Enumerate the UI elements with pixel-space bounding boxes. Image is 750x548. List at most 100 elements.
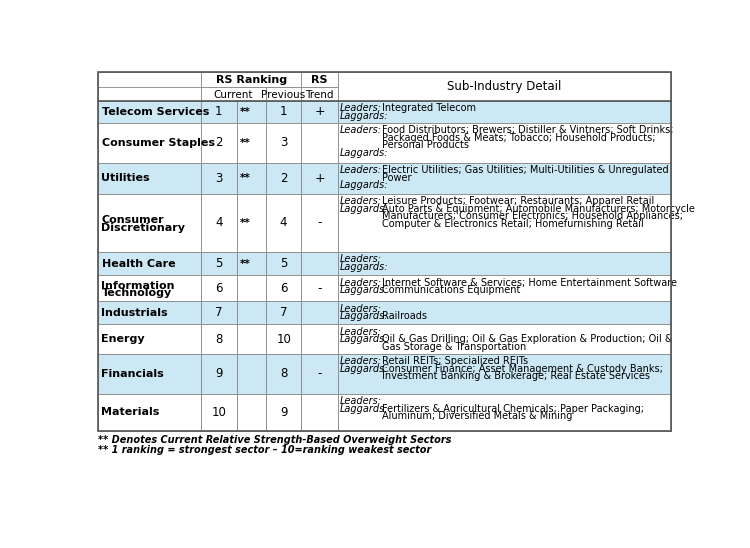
Text: -: -: [317, 216, 322, 230]
Bar: [237, 101, 266, 123]
Text: Aluminum; Diversified Metals & Mining: Aluminum; Diversified Metals & Mining: [382, 412, 572, 421]
Text: Trend: Trend: [305, 90, 334, 100]
Text: Leaders:: Leaders:: [340, 104, 382, 113]
Bar: [266, 87, 302, 101]
Text: Industrials: Industrials: [101, 308, 168, 318]
Text: +: +: [314, 105, 325, 118]
Text: Current: Current: [214, 90, 253, 100]
Text: 5: 5: [280, 257, 287, 270]
Text: Laggards:: Laggards:: [340, 180, 388, 191]
Text: Leisure Products; Footwear; Restaurants; Apparel Retail: Leisure Products; Footwear; Restaurants;…: [382, 196, 654, 206]
Bar: [302, 354, 338, 394]
Text: Electric Utilities; Gas Utilities; Multi-Utilities & Unregulated: Electric Utilities; Gas Utilities; Multi…: [382, 165, 669, 175]
Bar: [98, 72, 671, 431]
Text: 5: 5: [215, 257, 223, 270]
Text: 4: 4: [280, 216, 287, 230]
Text: 1: 1: [215, 105, 223, 118]
Bar: [98, 193, 201, 252]
Text: 2: 2: [215, 136, 223, 149]
Text: Leaders:: Leaders:: [340, 327, 382, 337]
Bar: [98, 301, 201, 324]
Bar: [237, 163, 266, 193]
Text: **: **: [239, 218, 250, 228]
Bar: [201, 301, 237, 324]
Bar: [201, 87, 266, 101]
Bar: [201, 123, 237, 163]
Bar: [98, 354, 201, 394]
Text: Computer & Electronics Retail; Homefurnishing Retail: Computer & Electronics Retail; Homefurni…: [382, 219, 644, 229]
Bar: [98, 252, 201, 275]
Text: Laggards:: Laggards:: [340, 404, 388, 414]
Text: Sub-Industry Detail: Sub-Industry Detail: [447, 80, 562, 93]
Text: Leaders:: Leaders:: [340, 277, 382, 288]
Bar: [338, 301, 671, 324]
Text: Materials: Materials: [101, 407, 160, 417]
Text: Leaders:: Leaders:: [340, 254, 382, 265]
Text: Leaders:: Leaders:: [340, 396, 382, 406]
Text: 7: 7: [280, 306, 287, 319]
Text: **: **: [239, 259, 250, 269]
Text: Consumer Finance; Asset Management & Custody Banks;: Consumer Finance; Asset Management & Cus…: [382, 364, 663, 374]
Bar: [201, 193, 237, 252]
Text: Laggards:: Laggards:: [340, 262, 388, 272]
Bar: [266, 354, 302, 394]
Text: Discretionary: Discretionary: [101, 223, 185, 233]
Text: Laggards:: Laggards:: [340, 364, 388, 374]
Text: Gas Storage & Transportation: Gas Storage & Transportation: [382, 342, 526, 352]
Text: Packaged Foods & Meats; Tobacco; Household Products;: Packaged Foods & Meats; Tobacco; Househo…: [382, 133, 656, 142]
Bar: [338, 72, 671, 101]
Text: 4: 4: [215, 216, 223, 230]
Text: Internet Software & Services; Home Entertainment Software: Internet Software & Services; Home Enter…: [382, 277, 677, 288]
Bar: [237, 354, 266, 394]
Text: Leaders:: Leaders:: [340, 356, 382, 366]
Bar: [266, 163, 302, 193]
Bar: [266, 123, 302, 163]
Bar: [98, 101, 201, 123]
Text: 3: 3: [280, 136, 287, 149]
Bar: [338, 123, 671, 163]
Bar: [237, 193, 266, 252]
Text: 7: 7: [215, 306, 223, 319]
Bar: [338, 324, 671, 354]
Text: 3: 3: [215, 172, 223, 185]
Bar: [338, 193, 671, 252]
Text: Leaders:: Leaders:: [340, 125, 382, 135]
Bar: [338, 163, 671, 193]
Text: -: -: [317, 367, 322, 380]
Bar: [302, 123, 338, 163]
Bar: [338, 354, 671, 394]
Bar: [237, 324, 266, 354]
Bar: [302, 87, 338, 101]
Text: Consumer Staples: Consumer Staples: [101, 138, 214, 148]
Text: Utilities: Utilities: [101, 173, 150, 183]
Text: Fertilizers & Agricultural Chemicals; Paper Packaging;: Fertilizers & Agricultural Chemicals; Pa…: [382, 404, 644, 414]
Bar: [98, 72, 201, 101]
Text: Integrated Telecom: Integrated Telecom: [382, 104, 476, 113]
Bar: [201, 252, 237, 275]
Text: 6: 6: [280, 282, 287, 295]
Bar: [237, 301, 266, 324]
Text: Consumer: Consumer: [101, 215, 164, 225]
Bar: [237, 123, 266, 163]
Bar: [201, 394, 237, 431]
Bar: [338, 252, 671, 275]
Bar: [302, 301, 338, 324]
Bar: [266, 101, 302, 123]
Bar: [302, 252, 338, 275]
Text: Laggards:: Laggards:: [340, 111, 388, 121]
Text: Energy: Energy: [101, 334, 146, 344]
Bar: [98, 123, 201, 163]
Bar: [98, 324, 201, 354]
Text: Investment Banking & Brokerage; Real Estate Services: Investment Banking & Brokerage; Real Est…: [382, 372, 650, 381]
Text: Food Distributors; Brewers; Distiller & Vintners; Soft Drinks;: Food Distributors; Brewers; Distiller & …: [382, 125, 674, 135]
Text: Telecom Services: Telecom Services: [101, 107, 208, 117]
Text: Laggards:: Laggards:: [340, 311, 388, 321]
Text: 9: 9: [280, 406, 287, 419]
Text: **: **: [239, 107, 250, 117]
Bar: [266, 193, 302, 252]
Bar: [302, 193, 338, 252]
Bar: [266, 275, 302, 301]
Text: Personal Products: Personal Products: [382, 140, 469, 151]
Text: RS: RS: [311, 75, 328, 85]
Text: +: +: [314, 172, 325, 185]
